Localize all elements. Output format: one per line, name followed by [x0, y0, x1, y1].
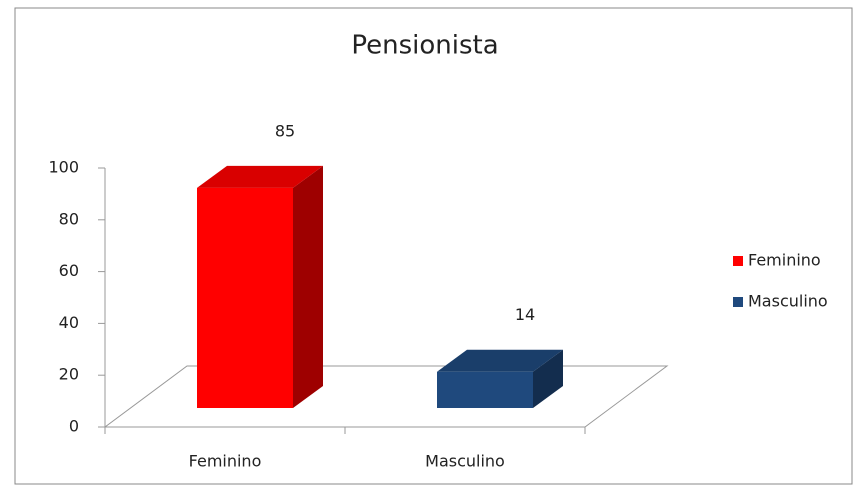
y-tick-label: 60 — [59, 261, 79, 280]
y-tick-label: 20 — [59, 365, 79, 384]
y-tick-label: 100 — [48, 158, 79, 177]
data-label: 14 — [515, 305, 535, 324]
x-tick-label: Masculino — [425, 452, 505, 471]
bar — [437, 371, 533, 408]
bar-top — [437, 349, 563, 372]
bar-top — [197, 165, 323, 188]
legend-label: Feminino — [748, 251, 821, 270]
chart-title: Pensionista — [351, 31, 498, 61]
chart-frame — [14, 7, 853, 485]
y-tick-label: 40 — [59, 313, 79, 332]
legend-swatch — [733, 297, 743, 307]
bar-side — [533, 349, 563, 408]
bar — [197, 187, 293, 408]
legend-swatch — [733, 256, 743, 266]
bar-side — [293, 165, 323, 408]
data-label: 85 — [275, 121, 295, 140]
legend-label: Masculino — [748, 292, 828, 311]
x-tick-label: Feminino — [189, 452, 262, 471]
y-tick-label: 0 — [69, 417, 79, 436]
floor — [103, 365, 669, 428]
y-tick-label: 80 — [59, 209, 79, 228]
